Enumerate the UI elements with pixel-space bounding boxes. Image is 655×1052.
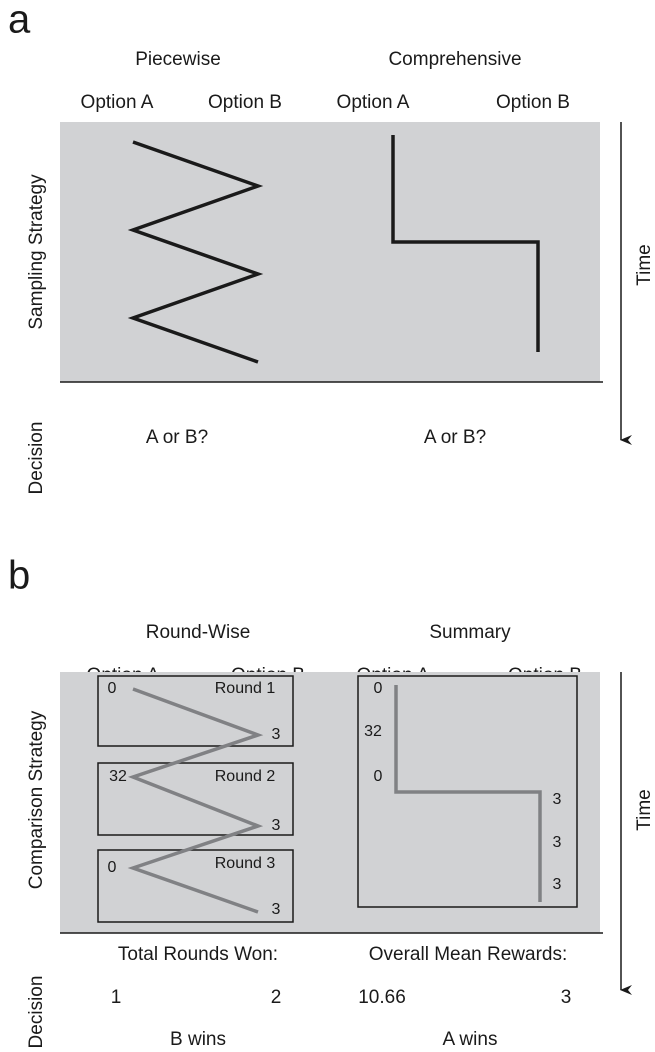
reward: 3 xyxy=(272,817,281,834)
column-title: Summary xyxy=(429,622,511,643)
panel-a: a Piecewise Comprehensive Option A Optio… xyxy=(8,0,655,494)
reward: 32 xyxy=(109,768,127,785)
panel-label: a xyxy=(8,0,31,42)
decision: A or B? xyxy=(424,427,486,448)
decision: A or B? xyxy=(146,427,208,448)
round-label: Round 2 xyxy=(215,768,276,785)
panel-b: b Round-Wise Summary Option A Option B O… xyxy=(8,554,655,1050)
decision-value: 1 xyxy=(111,987,122,1008)
reward: 3 xyxy=(272,901,281,918)
summary-box xyxy=(357,675,578,908)
reward: 3 xyxy=(553,876,562,893)
decision-value: 3 xyxy=(561,987,572,1008)
reward: 0 xyxy=(374,768,383,785)
reward: 3 xyxy=(553,834,562,851)
option-label: Option B xyxy=(496,92,570,113)
decision-value: 2 xyxy=(271,987,282,1008)
axis-label: Time xyxy=(634,789,655,831)
option-label: Option A xyxy=(81,92,154,113)
reward: 0 xyxy=(374,680,383,697)
reward: 0 xyxy=(108,859,117,876)
reward: 0 xyxy=(108,680,117,697)
row-label: Sampling Strategy xyxy=(26,174,47,330)
reward: 3 xyxy=(553,791,562,808)
strategy-area xyxy=(60,122,600,382)
piecewise-path xyxy=(127,140,264,364)
row-label: Decision xyxy=(26,976,47,1049)
round-wise-path xyxy=(127,687,264,914)
strategy-area xyxy=(60,672,600,933)
row-label: Comparison Strategy xyxy=(26,710,47,889)
decision-label: Total Rounds Won: xyxy=(118,944,278,965)
panel-label: b xyxy=(8,554,30,598)
column-title: Comprehensive xyxy=(388,49,521,70)
round-box xyxy=(97,762,294,836)
decision-value: 10.66 xyxy=(358,987,406,1008)
summary-path xyxy=(394,685,542,902)
result: B wins xyxy=(170,1029,226,1050)
decision-label: Overall Mean Rewards: xyxy=(369,944,568,965)
round-label: Round 3 xyxy=(215,855,276,872)
result: A wins xyxy=(443,1029,498,1050)
comprehensive-path xyxy=(391,135,540,352)
option-label: Option A xyxy=(337,92,410,113)
row-label: Decision xyxy=(26,422,47,495)
column-title: Piecewise xyxy=(135,49,221,70)
column-title: Round-Wise xyxy=(146,622,251,643)
reward: 32 xyxy=(364,723,382,740)
reward: 3 xyxy=(272,726,281,743)
option-label: Option B xyxy=(208,92,282,113)
round-box xyxy=(97,849,294,923)
axis-label: Time xyxy=(634,244,655,286)
round-label: Round 1 xyxy=(215,680,276,697)
round-box xyxy=(97,675,294,747)
